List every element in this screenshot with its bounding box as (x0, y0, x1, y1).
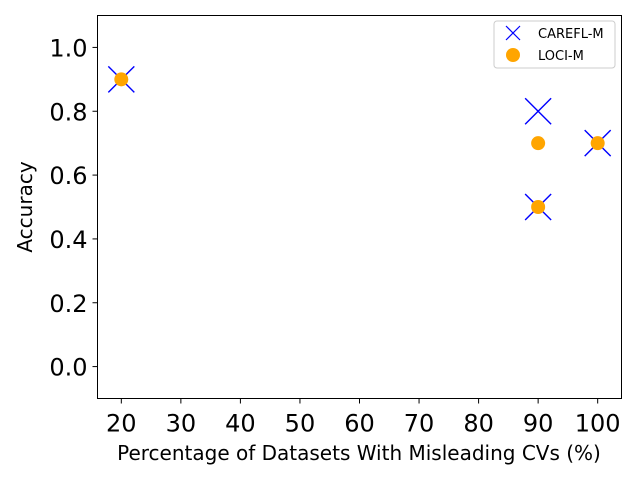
loci-m-point (114, 72, 129, 87)
loci-m-point (531, 200, 546, 214)
legend: CAREFL-M LOCI-M (493, 20, 616, 69)
y-tick-label: 0.6 (49, 162, 87, 190)
y-tick-label: 0.4 (49, 226, 87, 254)
y-tick-label: 0.0 (49, 354, 87, 382)
legend-label: CAREFL-M (538, 27, 604, 42)
legend-box (493, 20, 616, 69)
series-loci-m (114, 72, 605, 214)
legend-loci-m-marker (506, 48, 520, 62)
x-tick-label: 60 (344, 410, 375, 438)
loci-m-point (590, 136, 605, 151)
y-axis-label: Accuracy (13, 161, 37, 252)
x-tick-label: 100 (575, 410, 621, 438)
x-tick-label: 40 (225, 410, 256, 438)
y-tick-label: 0.2 (49, 290, 87, 318)
x-axis-label: Percentage of Datasets With Misleading C… (117, 441, 601, 465)
legend-label: LOCI-M (538, 49, 584, 64)
y-axis-ticks: 0.0 0.2 0.4 0.6 0.8 1.0 (49, 34, 98, 382)
x-tick-label: 90 (523, 410, 554, 438)
marks-layer (107, 65, 612, 221)
y-tick-label: 1.0 (49, 34, 87, 62)
loci-m-point (531, 136, 546, 151)
x-tick-label: 80 (463, 410, 494, 438)
y-tick-label: 0.8 (49, 98, 87, 126)
x-tick-label: 30 (166, 410, 197, 438)
carefl-m-point (524, 97, 552, 125)
x-tick-label: 50 (285, 410, 316, 438)
legend-carefl-m-marker (505, 25, 521, 41)
x-tick-label: 70 (404, 410, 435, 438)
x-tick-label: 20 (106, 410, 137, 438)
x-axis-ticks: 20 30 40 50 60 70 80 90 100 (106, 398, 621, 438)
